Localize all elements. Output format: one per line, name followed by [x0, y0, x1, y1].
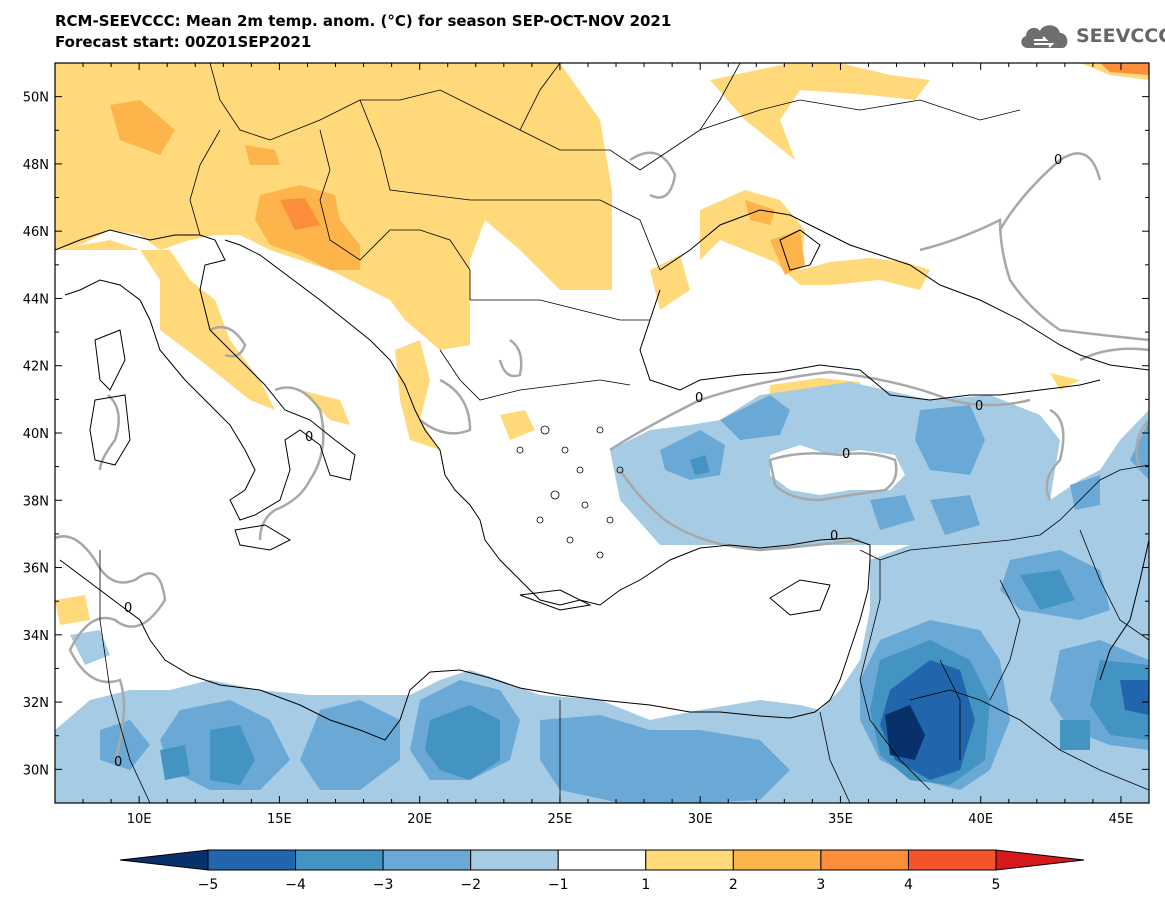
colorbar-swatch — [470, 849, 559, 871]
colorbar-swatch — [732, 849, 822, 871]
aegean-islands — [516, 425, 624, 559]
longitude-axis: 10E 15E 20E 25E 30E 35E 40E 45E — [82, 63, 1150, 827]
latitude-axis: 50N 48N 46N 44N 42N 40N 38N 36N 34N 32N 30N — [23, 62, 1149, 804]
lon-tick-label: 20E — [407, 812, 432, 827]
colorbar-low-arrow — [119, 849, 209, 871]
lat-tick-label: 38N — [23, 494, 49, 509]
contour-label: 0 — [695, 391, 703, 406]
contour-label: 0 — [975, 399, 983, 414]
lon-tick-label: 15E — [267, 812, 292, 827]
lat-tick-label: 32N — [23, 696, 49, 711]
colorbar-swatch — [645, 849, 734, 871]
lat-tick-label: 50N — [23, 91, 49, 106]
contour-label: 0 — [114, 755, 122, 770]
lon-tick-label: 45E — [1109, 812, 1134, 827]
colorbar-label: 2 — [729, 877, 738, 893]
colorbar-high-arrow — [995, 849, 1085, 871]
colorbar-swatch — [382, 849, 472, 871]
contour-label: 0 — [124, 601, 132, 616]
coastlines — [55, 209, 1149, 741]
colorbar-swatch — [907, 849, 997, 871]
contour-label: 0 — [842, 447, 850, 462]
lat-tick-label: 36N — [23, 562, 49, 577]
colorbar-label: −1 — [548, 877, 569, 893]
colorbar-swatch — [207, 849, 297, 871]
forecast-start-label: Forecast start: 00Z01SEP2021 — [55, 33, 312, 51]
contour-label: 0 — [1054, 153, 1062, 168]
lat-tick-label: 46N — [23, 225, 49, 240]
lon-tick-label: 25E — [548, 812, 573, 827]
contour-label: 0 — [830, 529, 838, 544]
seevccc-logo: SEEVCCC — [1018, 20, 1165, 52]
cool-anomaly-regions — [55, 382, 1149, 803]
lat-tick-label: 34N — [23, 629, 49, 644]
zero-contours — [55, 151, 1149, 761]
lat-tick-label: 48N — [23, 158, 49, 173]
colorbar-label: 1 — [641, 877, 650, 893]
logo-text: SEEVCCC — [1076, 25, 1165, 47]
lat-tick-label: 40N — [23, 427, 49, 442]
colorbar-label: −2 — [460, 877, 481, 893]
colorbar-label: 3 — [816, 877, 825, 893]
lat-tick-label: 42N — [23, 360, 49, 375]
warm-anomaly-regions — [55, 63, 1149, 625]
colorbar-label: 5 — [992, 877, 1001, 893]
lon-tick-label: 40E — [968, 812, 993, 827]
colorbar-label: −5 — [198, 877, 219, 893]
lat-tick-label: 44N — [23, 292, 49, 307]
lon-tick-label: 30E — [688, 812, 713, 827]
lon-tick-label: 35E — [828, 812, 853, 827]
lat-tick-label: 30N — [23, 763, 49, 778]
map-title: RCM-SEEVCCC: Mean 2m temp. anom. (°C) fo… — [55, 12, 672, 30]
lon-tick-label: 10E — [127, 812, 152, 827]
contour-labels: 0 0 0 0 0 0 0 0 — [114, 153, 1062, 770]
colorbar-swatch — [820, 849, 909, 871]
colorbar-label: 4 — [904, 877, 913, 893]
contour-label: 0 — [305, 430, 313, 445]
colorbar-label: −4 — [285, 877, 306, 893]
cloud-icon — [1021, 25, 1068, 48]
colorbar-swatch — [295, 849, 384, 871]
colorbar: −5 −4 −3 −2 −1 1 2 3 4 5 — [119, 849, 1085, 893]
colorbar-label: −3 — [373, 877, 394, 893]
colorbar-swatch — [557, 849, 647, 871]
country-borders — [99, 63, 1149, 803]
